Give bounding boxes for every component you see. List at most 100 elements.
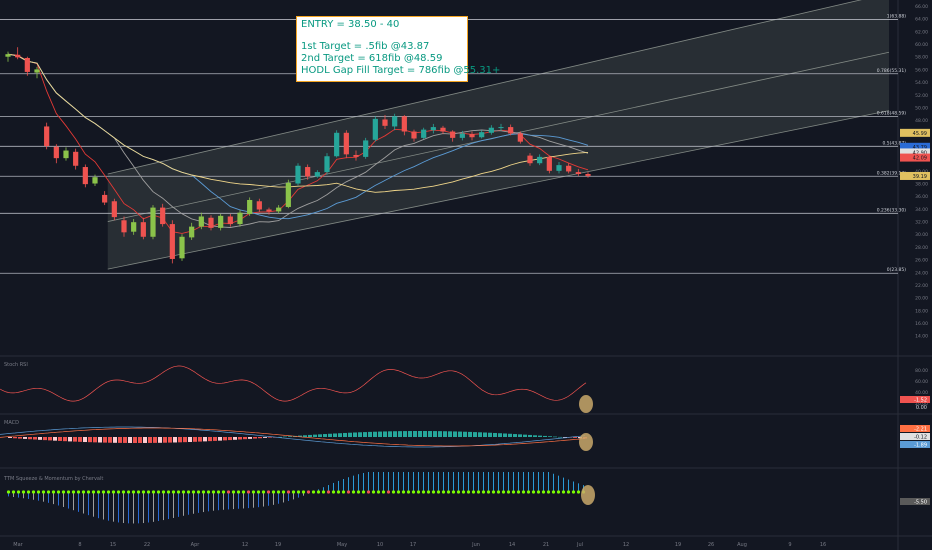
squeeze-bar-39 bbox=[203, 492, 204, 513]
macd-pane: MACD -2.21 -0.12 -1.89 bbox=[0, 420, 930, 451]
candle-body-41 bbox=[401, 116, 407, 132]
macd-hist-81 bbox=[413, 431, 417, 437]
y-tick-14: 38.00 bbox=[915, 182, 928, 188]
squeeze-bar-46 bbox=[238, 492, 239, 509]
squeeze-bar-96 bbox=[488, 472, 489, 492]
squeeze-bar-114 bbox=[578, 483, 579, 492]
squeeze-dot-83 bbox=[421, 490, 426, 494]
macd-tag-bg-0 bbox=[900, 425, 930, 432]
macd-hist-83 bbox=[423, 431, 427, 437]
squeeze-bar-10 bbox=[58, 492, 59, 506]
squeeze-dot-102 bbox=[516, 490, 521, 494]
macd-hist-96 bbox=[488, 432, 492, 437]
stoch-y-3: 20.00 bbox=[915, 401, 928, 407]
macd-hist-61 bbox=[313, 434, 317, 437]
macd-hist-25 bbox=[133, 437, 137, 443]
x-tick-0: Mar bbox=[13, 542, 23, 548]
fib-layer: 1(63.88) 0.786(55.31) 0.618(48.59) 0.5(43.8… bbox=[0, 13, 907, 274]
macd-hist-72 bbox=[368, 431, 372, 437]
squeeze-bar-31 bbox=[163, 492, 164, 521]
macd-hist-34 bbox=[178, 437, 182, 443]
macd-hist-60 bbox=[308, 434, 312, 437]
y-tick-18: 30.00 bbox=[915, 232, 928, 238]
squeeze-dot-105 bbox=[531, 490, 536, 494]
candle-body-27 bbox=[266, 209, 272, 212]
candle-body-60 bbox=[585, 174, 591, 176]
macd-hist-2 bbox=[18, 437, 22, 439]
squeeze-bar-36 bbox=[188, 492, 189, 515]
y-tick-5: 56.00 bbox=[915, 67, 928, 73]
macd-hist-82 bbox=[418, 431, 422, 437]
macd-hist-50 bbox=[258, 437, 262, 439]
stoch-tag-bg-0 bbox=[900, 396, 930, 403]
candle-body-24 bbox=[237, 212, 243, 225]
squeeze-dot-29 bbox=[151, 490, 156, 494]
squeeze-dot-30 bbox=[156, 490, 161, 494]
squeeze-dot-46 bbox=[236, 490, 241, 494]
stoch-highlight bbox=[579, 395, 593, 413]
candle-body-58 bbox=[566, 165, 572, 172]
candle-body-36 bbox=[353, 154, 359, 157]
candle-body-6 bbox=[63, 150, 69, 159]
macd-hist-103 bbox=[523, 434, 527, 437]
macd-hist-46 bbox=[238, 437, 242, 440]
squeeze-bar-89 bbox=[453, 472, 454, 492]
squeeze-dot-25 bbox=[131, 490, 136, 494]
squeeze-bar-102 bbox=[518, 472, 519, 492]
macd-hist-98 bbox=[498, 433, 502, 437]
squeeze-bar-19 bbox=[103, 492, 104, 520]
squeeze-bar-30 bbox=[158, 492, 159, 522]
squeeze-dot-1 bbox=[11, 490, 16, 494]
trade-annotation[interactable]: ENTRY = 38.50 - 40 1st Target = .5fib @4… bbox=[296, 16, 500, 82]
squeeze-dot-59 bbox=[301, 490, 306, 494]
candle-body-10 bbox=[102, 194, 108, 203]
macd-hist-68 bbox=[348, 432, 352, 437]
squeeze-dot-75 bbox=[381, 490, 386, 494]
candle-body-40 bbox=[392, 116, 398, 127]
squeeze-dot-91 bbox=[461, 490, 466, 494]
x-tick-7: May bbox=[337, 542, 347, 548]
macd-hist-84 bbox=[428, 431, 432, 437]
fib-label-2: 0.618(48.59) bbox=[877, 110, 907, 116]
candle-body-45 bbox=[440, 127, 446, 132]
squeeze-dot-90 bbox=[456, 490, 461, 494]
squeeze-dot-17 bbox=[91, 490, 96, 494]
candle-body-51 bbox=[498, 127, 504, 129]
squeeze-dot-40 bbox=[206, 490, 211, 494]
macd-hist-3 bbox=[23, 437, 27, 439]
channel-layer bbox=[107, 0, 890, 270]
squeeze-dot-7 bbox=[41, 490, 46, 494]
squeeze-dot-44 bbox=[226, 490, 231, 494]
macd-hist-106 bbox=[538, 435, 542, 437]
squeeze-dot-94 bbox=[476, 490, 481, 494]
macd-hist-79 bbox=[403, 431, 407, 437]
macd-hist-48 bbox=[248, 437, 252, 439]
squeeze-dot-92 bbox=[466, 490, 471, 494]
macd-hist-41 bbox=[213, 437, 217, 441]
macd-hist-15 bbox=[83, 437, 87, 443]
macd-hist-12 bbox=[68, 437, 72, 442]
candle-body-54 bbox=[527, 155, 533, 164]
squeeze-bar-70 bbox=[358, 474, 359, 492]
macd-hist-91 bbox=[463, 431, 467, 437]
macd-hist-23 bbox=[123, 437, 127, 443]
candle-body-42 bbox=[411, 131, 417, 139]
squeeze-dot-53 bbox=[271, 490, 276, 494]
candle-body-53 bbox=[517, 133, 523, 142]
squeeze-bar-5 bbox=[33, 492, 34, 500]
macd-hist-76 bbox=[388, 431, 392, 437]
squeeze-dot-81 bbox=[411, 490, 416, 494]
macd-hist-37 bbox=[193, 437, 197, 442]
stoch-title: Stoch RSI bbox=[4, 362, 28, 368]
candle-body-22 bbox=[218, 215, 224, 228]
macd-signal-line bbox=[0, 427, 586, 447]
y-tick-0: 66.00 bbox=[915, 4, 928, 10]
candle-body-0 bbox=[5, 54, 11, 57]
macd-hist-113 bbox=[573, 437, 577, 438]
squeeze-bar-23 bbox=[123, 492, 124, 524]
squeeze-bar-6 bbox=[38, 492, 39, 501]
squeeze-bar-25 bbox=[133, 492, 134, 524]
squeeze-bar-50 bbox=[258, 492, 259, 508]
squeeze-dot-114 bbox=[576, 490, 581, 494]
